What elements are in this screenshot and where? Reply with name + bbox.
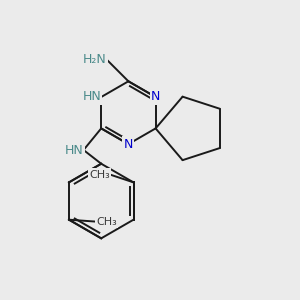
Text: CH₃: CH₃ (96, 217, 117, 226)
Text: N: N (124, 138, 133, 151)
Text: H₂N: H₂N (83, 53, 107, 66)
Text: CH₃: CH₃ (89, 169, 110, 179)
Text: N: N (151, 91, 160, 103)
Text: HN: HN (82, 91, 101, 103)
Text: HN: HN (65, 143, 83, 157)
